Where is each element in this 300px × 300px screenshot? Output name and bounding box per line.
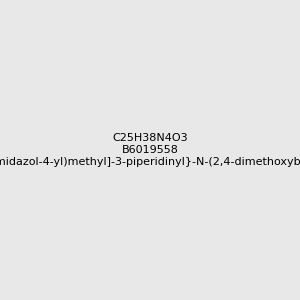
Text: C25H38N4O3
B6019558
3-{1-[(2-butyl-1H-imidazol-4-yl)methyl]-3-piperidinyl}-N-(2,: C25H38N4O3 B6019558 3-{1-[(2-butyl-1H-im…	[0, 134, 300, 166]
